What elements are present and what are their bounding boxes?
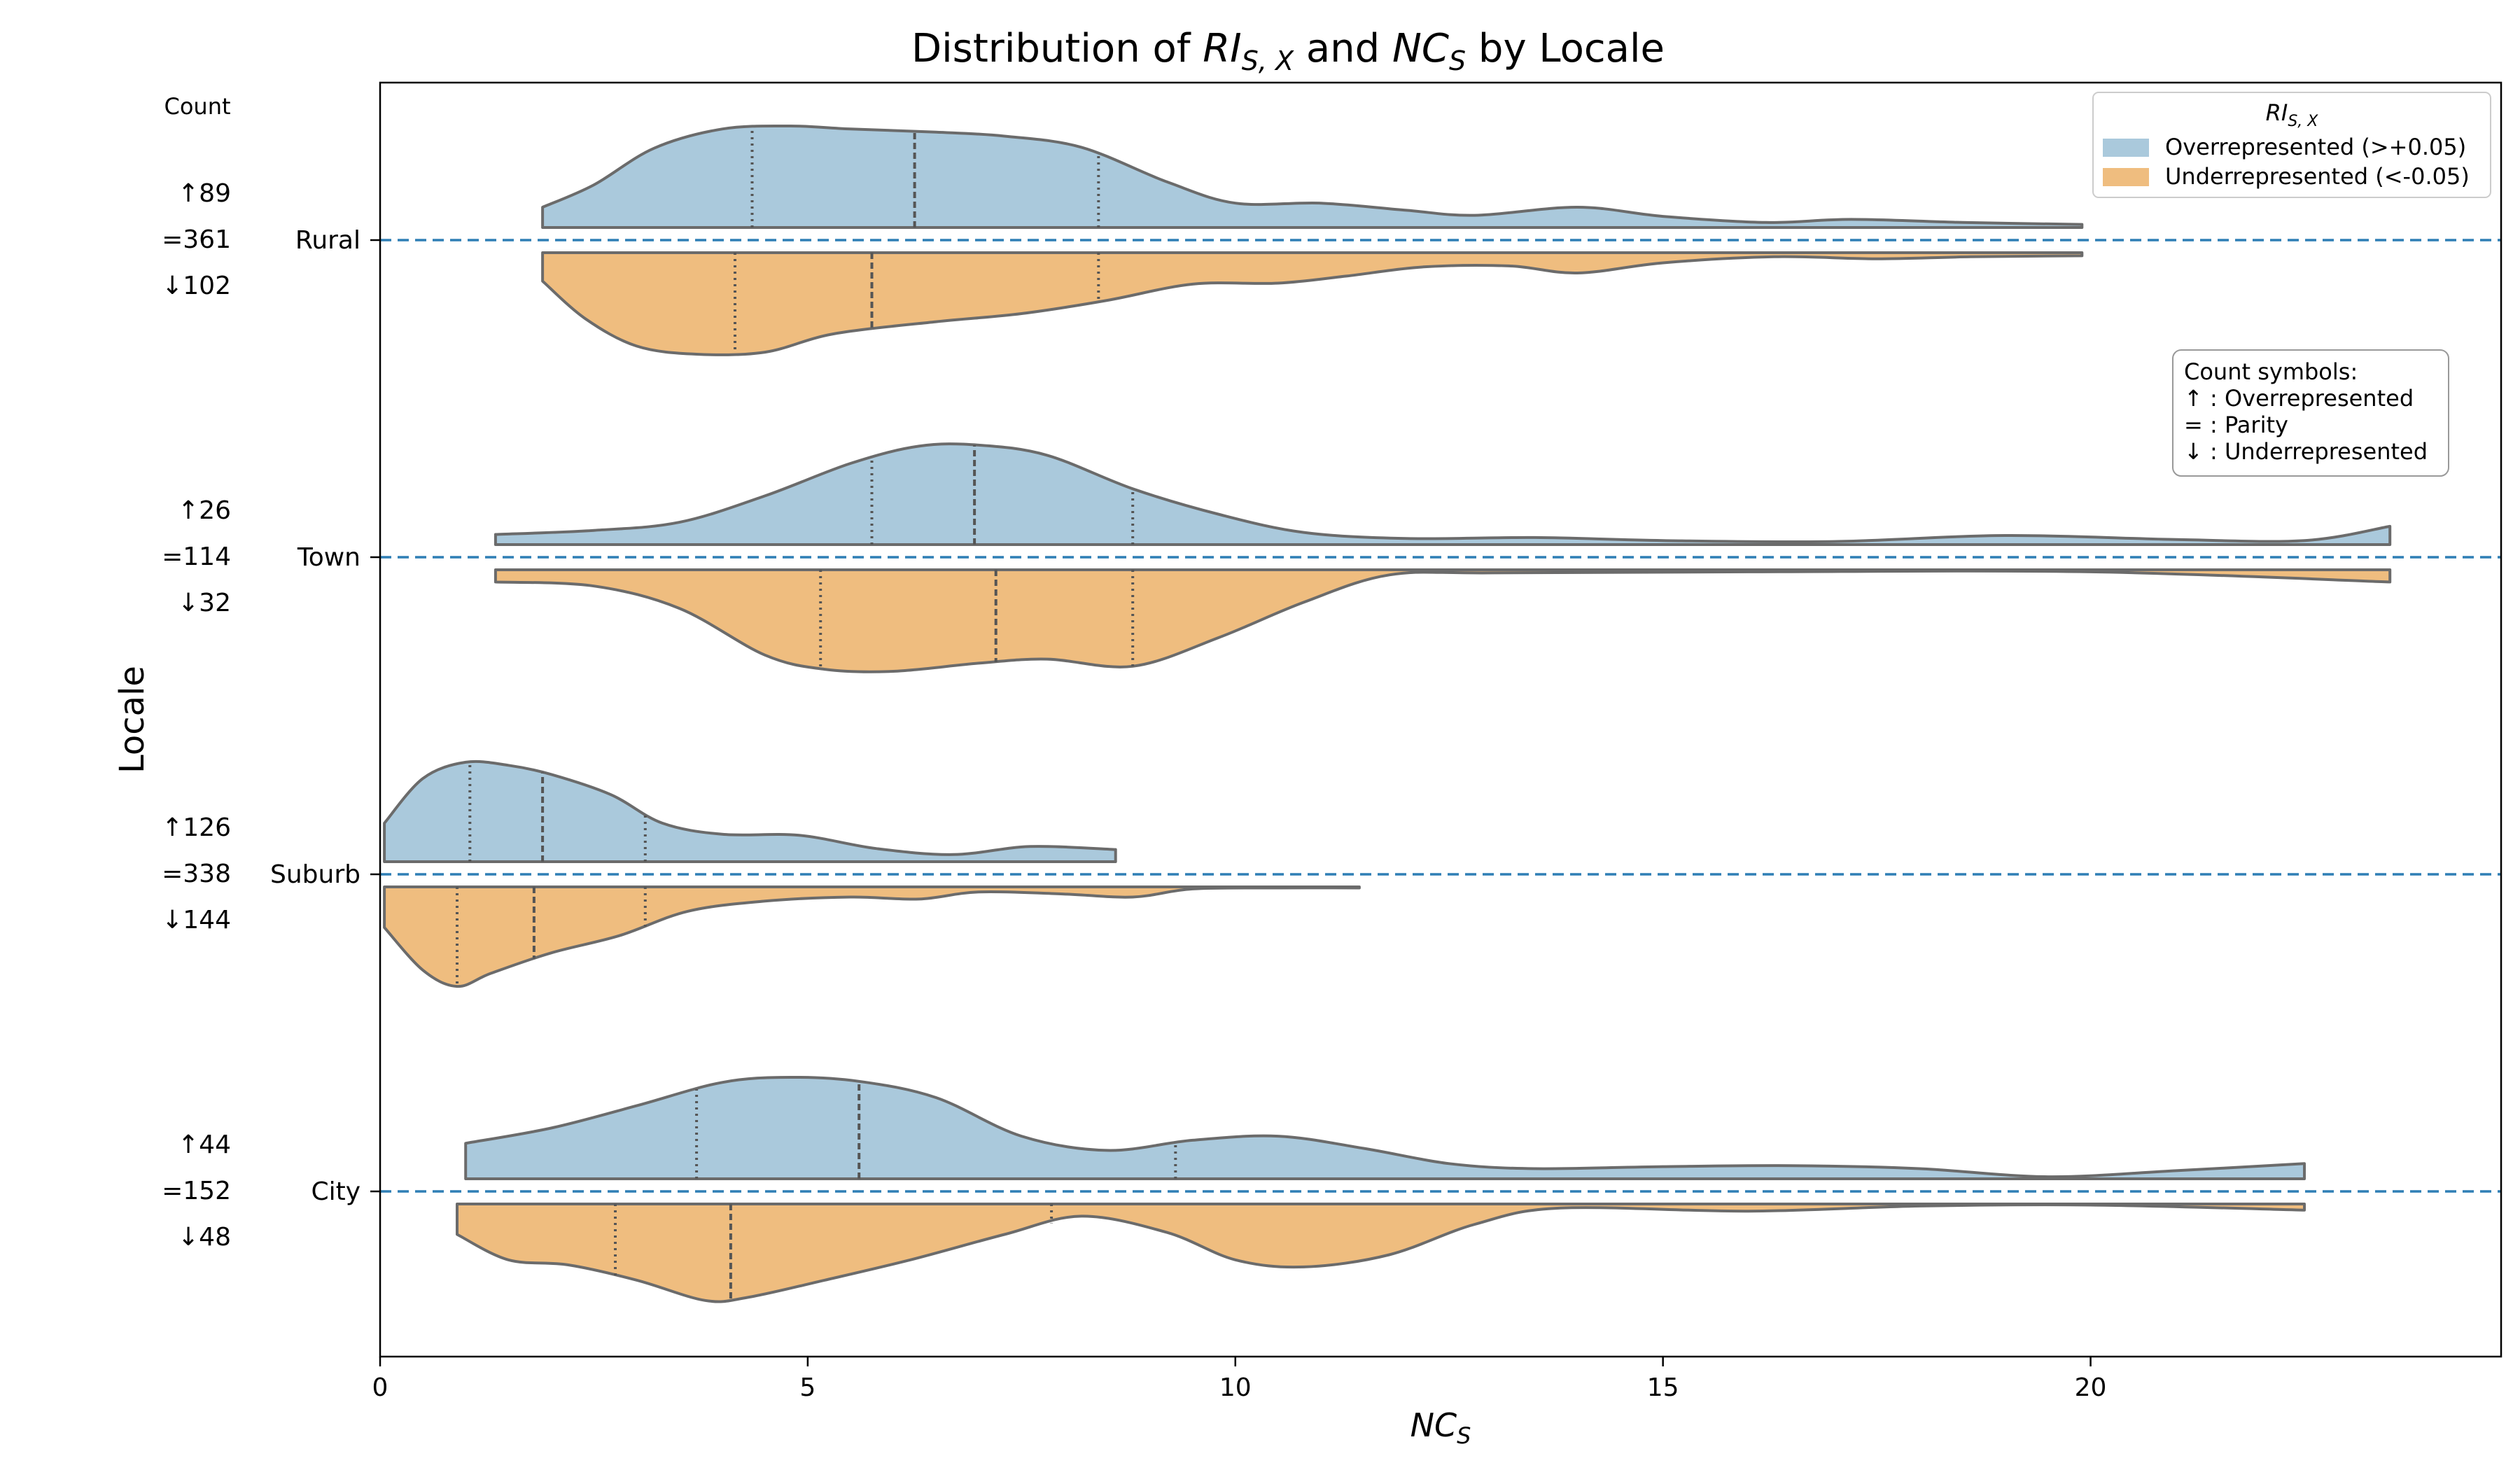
count-symbols-under: ↓ : Underrepresented	[2184, 438, 2428, 465]
violin-town-over	[493, 442, 2392, 546]
x-tick-label-20: 20	[2075, 1373, 2107, 1402]
violin-suburb-under	[383, 886, 1361, 988]
y-tick-label-city: City	[311, 1177, 360, 1206]
legend-title: RIS, X	[2266, 99, 2319, 130]
legend-box	[2092, 92, 2491, 198]
violin-rural-over	[541, 124, 2084, 229]
legend: RIS, X Overrepresented (>+0.05) Underrep…	[2092, 92, 2491, 198]
x-tick-label-5: 5	[799, 1373, 816, 1402]
count-annotations: Count ↑89 =361 ↓102 ↑26 =114 ↓32 ↑126 =338 ↓144 ↑…	[162, 93, 231, 1252]
count-city-over: ↑44	[178, 1130, 231, 1159]
violin-city-over	[464, 1075, 2306, 1180]
violin-town-under	[493, 568, 2392, 673]
violin-rural-under	[541, 251, 2084, 356]
y-axis: Rural Town Suburb City	[270, 226, 380, 1206]
count-rural-parity: =361	[162, 225, 231, 254]
count-symbols-box: Count symbols: ↑ : Overrepresented = : P…	[2172, 349, 2449, 477]
count-suburb-parity: =338	[162, 860, 231, 888]
count-city-parity: =152	[162, 1177, 231, 1205]
x-tick-label-15: 15	[1647, 1373, 1679, 1402]
violin-layer	[383, 124, 2392, 1303]
count-header: Count	[164, 93, 230, 120]
chart-title: Distribution of RIS, X and NCS by Locale	[911, 26, 1665, 76]
violin-city-under	[456, 1203, 2306, 1303]
legend-swatch-under	[2103, 168, 2149, 186]
count-symbols-frame	[2172, 349, 2449, 477]
count-suburb-under: ↓144	[162, 906, 231, 934]
y-axis-label: Locale	[113, 666, 152, 774]
count-suburb-over: ↑126	[162, 813, 231, 842]
count-town-parity: =114	[162, 542, 231, 571]
reference-lines	[380, 239, 2501, 1193]
count-symbols-over: ↑ : Overrepresented	[2184, 385, 2414, 412]
count-town-over: ↑26	[178, 496, 231, 525]
count-symbols-title: Count symbols:	[2184, 358, 2358, 385]
count-rural-over: ↑89	[178, 179, 231, 208]
y-tick-label-town: Town	[297, 543, 360, 572]
x-axis-label: NCS	[1410, 1406, 1471, 1449]
x-tick-label-10: 10	[1219, 1373, 1252, 1402]
count-city-under: ↓48	[178, 1223, 231, 1252]
y-tick-label-suburb: Suburb	[270, 860, 360, 889]
violin-suburb-over	[383, 760, 1117, 863]
count-rural-under: ↓102	[162, 272, 231, 300]
legend-swatch-over	[2103, 139, 2149, 157]
legend-label-over: Overrepresented (>+0.05)	[2165, 134, 2466, 160]
legend-label-under: Underrepresented (<-0.05)	[2165, 163, 2470, 190]
x-axis: 0 5 10 15 20	[372, 1357, 2107, 1402]
x-tick-label-0: 0	[372, 1373, 388, 1402]
count-town-under: ↓32	[178, 589, 231, 617]
y-tick-label-rural: Rural	[295, 226, 360, 255]
count-symbols-parity: = : Parity	[2184, 412, 2288, 438]
plot-frame	[379, 81, 2502, 1358]
